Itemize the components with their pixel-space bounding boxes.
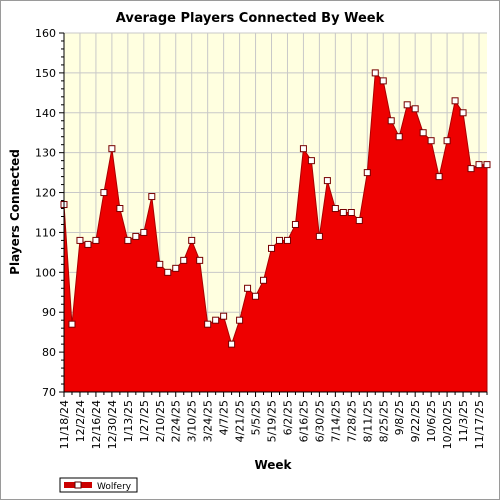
data-point [172, 264, 180, 272]
chart-title: Average Players Connected By Week [116, 11, 385, 26]
data-point [275, 236, 283, 244]
x-tick-label: 5/19/25 [266, 400, 279, 442]
data-point [395, 133, 403, 141]
x-tick-label: 3/24/25 [202, 400, 215, 442]
x-tick-label: 11/18/24 [58, 400, 71, 449]
data-point [220, 312, 228, 320]
x-tick-label: 9/22/25 [409, 400, 422, 442]
data-point [132, 232, 140, 240]
y-tick-label: 70 [42, 386, 56, 399]
y-tick-label: 80 [42, 346, 56, 359]
data-point [331, 205, 339, 213]
data-point [244, 284, 252, 292]
x-tick-label: 3/10/25 [186, 400, 199, 442]
y-tick-label: 140 [35, 107, 56, 120]
y-tick-label: 150 [35, 67, 56, 80]
x-tick-label: 1/27/25 [138, 400, 151, 442]
data-point [475, 161, 483, 169]
x-tick-label: 8/25/25 [377, 400, 390, 442]
legend-swatch-marker [74, 481, 82, 489]
y-tick-label: 130 [35, 147, 56, 160]
x-tick-label: 4/21/25 [234, 400, 247, 442]
data-point [164, 268, 172, 276]
x-tick-label: 2/10/25 [154, 400, 167, 442]
data-point [156, 260, 164, 268]
data-point [315, 232, 323, 240]
data-point [268, 244, 276, 252]
x-tick-label: 12/2/24 [74, 400, 87, 442]
data-point [228, 340, 236, 348]
data-point [140, 228, 148, 236]
x-axis-label: Week [254, 458, 292, 472]
data-point [108, 145, 116, 153]
data-point [283, 236, 291, 244]
data-point [323, 177, 331, 185]
y-axis-label: Players Connected [8, 149, 22, 275]
x-tick-label: 12/16/24 [90, 400, 103, 449]
x-tick-label: 6/16/25 [297, 400, 310, 442]
data-point [236, 316, 244, 324]
x-tick-label: 12/30/24 [106, 400, 119, 449]
data-point [148, 193, 156, 201]
x-tick-label: 6/30/25 [313, 400, 326, 442]
y-tick-label: 110 [35, 226, 56, 239]
data-point [411, 105, 419, 113]
x-tick-label: 10/6/25 [425, 400, 438, 442]
x-tick-label: 9/8/25 [393, 400, 406, 435]
data-point [371, 69, 379, 77]
data-point [68, 320, 76, 328]
data-point [363, 169, 371, 177]
x-tick-label: 5/5/25 [250, 400, 263, 435]
data-point [483, 161, 491, 169]
data-point [403, 101, 411, 109]
data-point [427, 137, 435, 145]
data-point [188, 236, 196, 244]
data-point [180, 256, 188, 264]
x-tick-label: 6/2/25 [281, 400, 294, 435]
data-point [443, 137, 451, 145]
data-point [387, 117, 395, 125]
y-tick-label: 160 [35, 27, 56, 40]
x-tick-label: 11/17/25 [473, 400, 486, 449]
data-point [116, 205, 124, 213]
data-point [76, 236, 84, 244]
data-point [299, 145, 307, 153]
data-point [196, 256, 204, 264]
x-tick-label: 2/24/25 [170, 400, 183, 442]
data-point [467, 165, 475, 173]
data-point [291, 220, 299, 228]
data-point [204, 320, 212, 328]
data-point [459, 109, 467, 117]
x-tick-label: 10/20/25 [441, 400, 454, 449]
x-tick-label: 7/14/25 [329, 400, 342, 442]
data-point [451, 97, 459, 105]
x-tick-label: 1/13/25 [122, 400, 135, 442]
x-tick-label: 8/11/25 [361, 400, 374, 442]
data-point [339, 209, 347, 216]
data-point [84, 240, 92, 248]
data-point [124, 236, 132, 244]
data-point [260, 276, 268, 284]
plot-area-group: 70 80 90 100 110 120 130 140 150 160 11/18/24 12/2/… [35, 27, 491, 449]
data-point [307, 157, 315, 165]
legend-series-name: Wolfery [97, 482, 132, 492]
data-point [212, 316, 220, 324]
y-tick-label: 120 [35, 187, 56, 200]
data-point [252, 292, 260, 300]
y-tick-label: 100 [35, 266, 56, 279]
data-point [419, 129, 427, 137]
x-tick-label: 4/7/25 [218, 400, 231, 435]
y-tick-label: 90 [42, 306, 56, 319]
data-point [92, 236, 100, 244]
data-point [100, 189, 108, 197]
x-tick-label: 11/3/25 [457, 400, 470, 442]
data-point [435, 173, 443, 181]
data-point [379, 77, 387, 85]
data-point [347, 209, 355, 216]
legend: Wolfery [59, 477, 138, 493]
x-tick-label: 7/28/25 [345, 400, 358, 442]
data-point [355, 216, 363, 224]
